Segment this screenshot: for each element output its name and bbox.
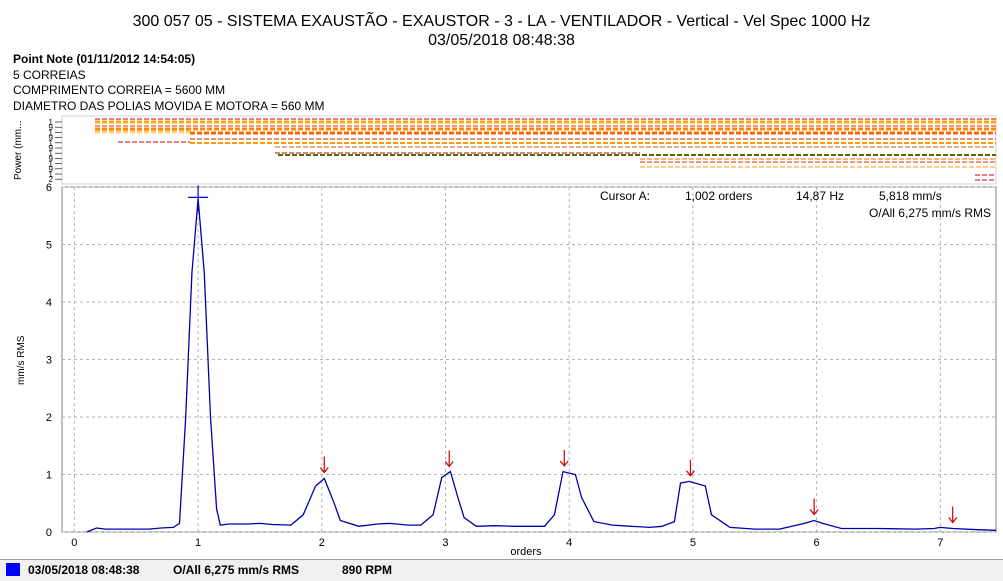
harmonic-marker	[809, 498, 819, 516]
y-tick-label: 0	[46, 527, 52, 539]
power-strip-tick: 2	[49, 175, 54, 184]
x-tick-label: 7	[937, 537, 943, 549]
status-overall: O/All 6,275 mm/s RMS	[173, 563, 300, 577]
status-date: 03/05/2018 08:48:38	[28, 563, 140, 577]
harmonic-marker	[559, 449, 569, 467]
x-tick-label: 4	[566, 537, 572, 549]
power-strip-tick: 9	[49, 154, 54, 163]
harmonic-marker	[685, 459, 695, 477]
power-strip-tick: 9	[49, 123, 54, 132]
status-rpm: 890 RPM	[342, 563, 393, 577]
point-note-heading: Point Note (01/11/2012 14:54:05)	[13, 52, 196, 66]
power-strip-tick: 1	[49, 118, 54, 127]
x-tick-labels: 0 1 2 3 4 5 6 7	[71, 537, 943, 549]
cursor-amplitude: 5,818 mm/s	[879, 189, 942, 203]
power-strip-frame	[61, 115, 997, 185]
power-strip-ylabel: Power (mm...	[13, 121, 24, 180]
power-strip-tick: 9	[49, 144, 54, 153]
y-tick-labels: 0 1 2 3 4 5 6	[46, 182, 52, 539]
y-tick-label: 1	[46, 470, 52, 482]
power-strip-tick: 1	[49, 170, 54, 179]
chart-title: 300 057 05 - SISTEMA EXAUSTÃO - EXAUSTOR…	[132, 13, 871, 30]
power-strip-tick: 1	[49, 160, 54, 169]
y-tick-label: 3	[46, 355, 52, 367]
harmonic-markers	[319, 449, 958, 524]
cursor-frequency: 14,87 Hz	[796, 189, 844, 203]
y-tick-label: 5	[46, 240, 52, 252]
power-strip-tick: 1	[49, 128, 54, 137]
power-strip-tick: 1	[49, 139, 54, 148]
x-tick-label: 5	[690, 537, 696, 549]
x-tick-label: 2	[319, 537, 325, 549]
y-tick-label: 4	[46, 297, 52, 309]
x-tick-label: 6	[814, 537, 820, 549]
power-strip-tick: 1	[49, 149, 54, 158]
power-strip-tick: 9	[49, 134, 54, 143]
x-tick-label: 1	[195, 537, 201, 549]
point-note-line: DIAMETRO DAS POLIAS MOVIDA E MOTORA = 56…	[13, 99, 325, 113]
y-axis-label: mm/s RMS	[16, 335, 27, 385]
point-note-line: COMPRIMENTO CORREIA = 5600 MM	[13, 83, 226, 97]
power-strip-tick: 9	[49, 165, 54, 174]
chart-timestamp: 03/05/2018 08:48:38	[428, 32, 575, 49]
x-axis-label: orders	[510, 546, 542, 558]
x-tick-label: 0	[71, 537, 77, 549]
cursor-overall: O/All 6,275 mm/s RMS	[869, 206, 991, 220]
cursor-a-marker[interactable]	[188, 185, 209, 212]
cursor-label: Cursor A:	[600, 189, 650, 203]
series-color-swatch	[6, 563, 20, 576]
harmonic-marker	[444, 450, 454, 468]
harmonic-marker	[948, 506, 958, 524]
status-bar: 03/05/2018 08:48:38 O/All 6,275 mm/s RMS…	[0, 559, 1003, 581]
y-tick-label: 2	[46, 412, 52, 424]
cursor-orders: 1,002 orders	[685, 189, 752, 203]
y-tick-label: 6	[46, 182, 52, 194]
x-tick-label: 3	[442, 537, 448, 549]
harmonic-marker	[319, 456, 329, 474]
spectrum-line	[86, 198, 997, 533]
power-strip-bars	[95, 118, 996, 181]
plot-area[interactable]	[61, 186, 997, 533]
point-note-line: 5 CORREIAS	[13, 68, 86, 82]
